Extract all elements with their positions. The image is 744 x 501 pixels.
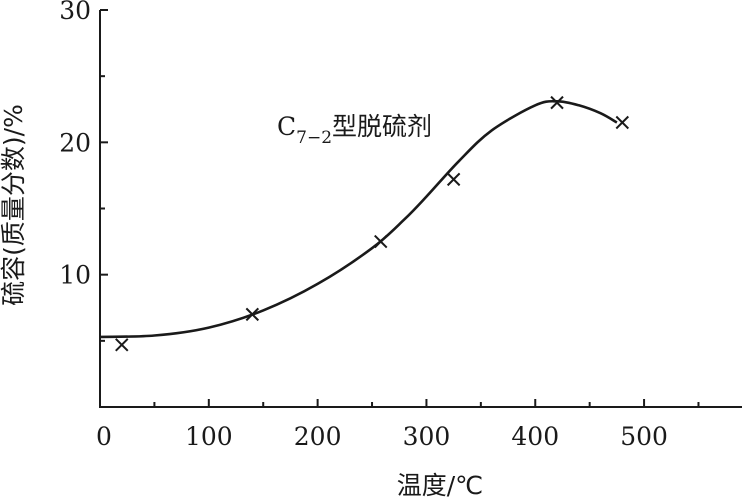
x-tick-label: 500 bbox=[620, 422, 668, 451]
x-tick-label: 100 bbox=[185, 422, 233, 451]
annotation-main: C bbox=[277, 112, 296, 141]
series-annotation: C7−2型脱硫剂 bbox=[277, 112, 432, 148]
y-axis-title: 硫容(质量分数)/% bbox=[0, 104, 28, 306]
annotation-suffix: 型脱硫剂 bbox=[332, 112, 432, 141]
data-point-marker bbox=[550, 95, 564, 110]
marker-stroke bbox=[615, 115, 630, 130]
x-axis-title: 温度/℃ bbox=[397, 471, 484, 500]
y-tick-label: 20 bbox=[59, 128, 91, 157]
data-markers bbox=[115, 95, 630, 352]
y-tick-label: 10 bbox=[59, 261, 91, 290]
marker-stroke bbox=[115, 338, 129, 352]
ticks: 0 100 200 300 400 500 10 20 30 bbox=[59, 0, 700, 451]
marker-stroke bbox=[550, 95, 564, 110]
axes bbox=[99, 10, 742, 408]
data-point-marker bbox=[374, 234, 388, 249]
x-tick-label: 0 bbox=[96, 422, 112, 451]
annotation-subscript: 7−2 bbox=[296, 128, 332, 148]
data-point-marker bbox=[115, 338, 129, 352]
y-tick-label: 30 bbox=[59, 0, 91, 25]
x-tick-label: 400 bbox=[511, 422, 559, 451]
marker-stroke bbox=[374, 234, 388, 249]
marker-stroke bbox=[446, 172, 461, 187]
data-point-marker bbox=[446, 172, 461, 187]
marker-stroke bbox=[245, 307, 260, 322]
x-tick-label: 300 bbox=[403, 422, 451, 451]
data-point-marker bbox=[245, 307, 260, 322]
x-tick-label: 200 bbox=[294, 422, 342, 451]
data-point-marker bbox=[615, 115, 630, 130]
fit-curve bbox=[99, 99, 618, 339]
